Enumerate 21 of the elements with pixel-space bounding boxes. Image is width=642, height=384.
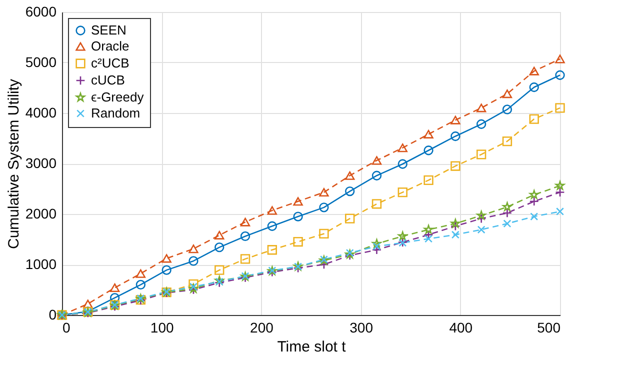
x-tick-label: 0 bbox=[62, 320, 70, 336]
y-tick-label: 3000 bbox=[25, 155, 57, 171]
y-tick-label: 0 bbox=[48, 306, 57, 322]
y-tick-label: 4000 bbox=[25, 104, 57, 120]
legend-label: ϵ-Greedy bbox=[91, 90, 144, 104]
y-tick-label: 2000 bbox=[25, 206, 57, 222]
legend-label: Random bbox=[91, 106, 140, 120]
x-axis-title: Time slot t bbox=[277, 338, 347, 356]
legend-label: c²UCB bbox=[91, 56, 130, 70]
y-tick-label: 6000 bbox=[25, 4, 57, 20]
x-tick-label: 300 bbox=[350, 320, 374, 336]
y-axis-title: Cumulative System Utility bbox=[5, 78, 22, 250]
x-tick-label: 400 bbox=[449, 320, 473, 336]
legend-label: Oracle bbox=[91, 38, 130, 54]
x-tick-label: 500 bbox=[537, 320, 561, 336]
x-tick-label: 200 bbox=[250, 320, 274, 336]
legend-label: SEEN bbox=[91, 22, 126, 38]
legend-label: cUCB bbox=[91, 72, 125, 88]
y-tick-label: 5000 bbox=[25, 54, 57, 70]
x-tick-label: 100 bbox=[150, 320, 174, 336]
y-tick-label: 1000 bbox=[25, 256, 57, 272]
